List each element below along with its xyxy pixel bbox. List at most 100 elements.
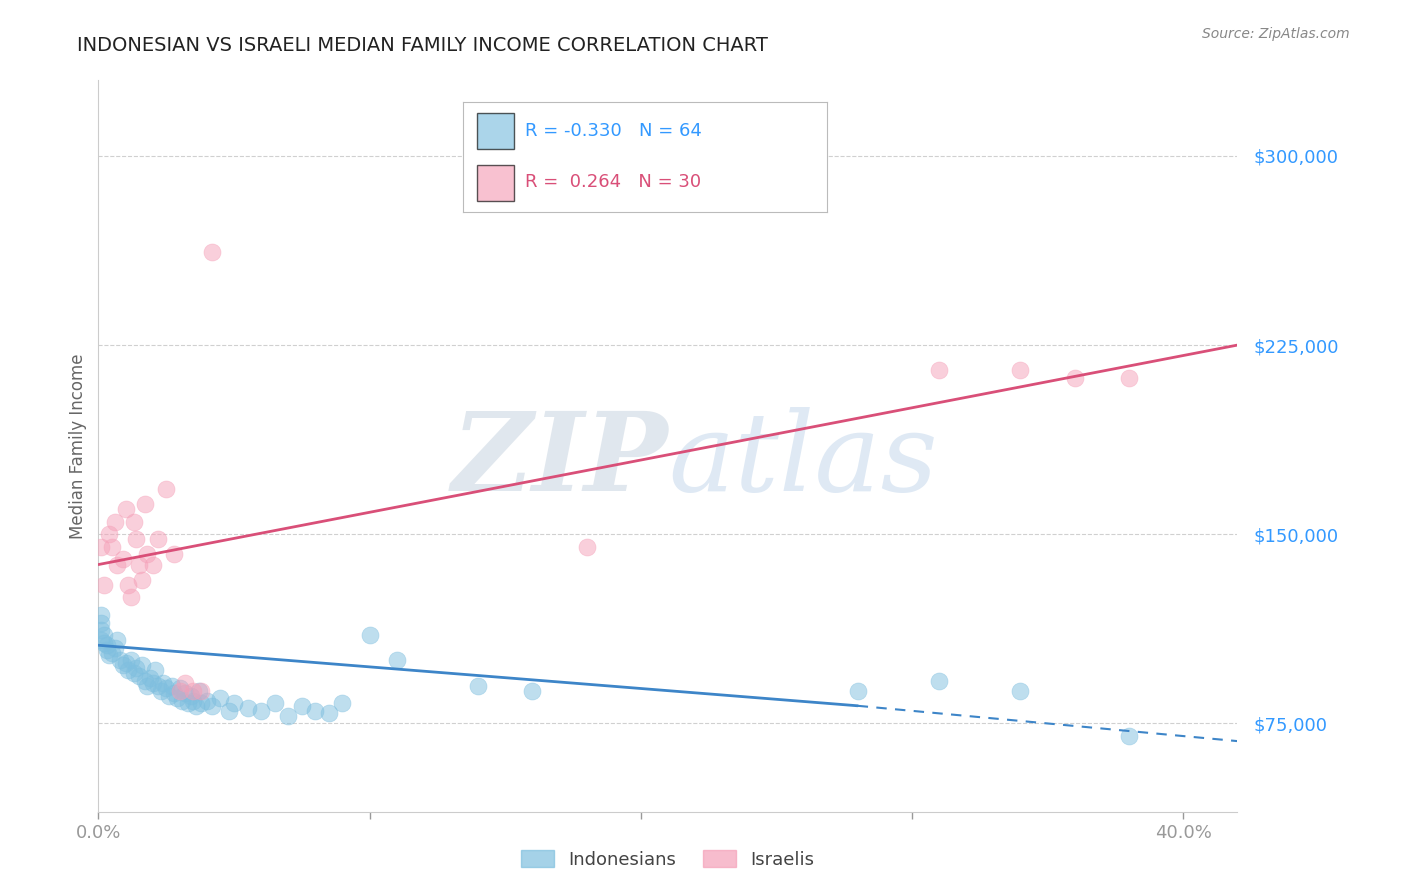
Point	[98, 527, 121, 541]
Point	[1010, 683, 1032, 698]
Point	[250, 704, 273, 718]
Text: Source: ZipAtlas.com: Source: ZipAtlas.com	[1202, 27, 1350, 41]
Point	[142, 558, 165, 572]
Point	[149, 683, 172, 698]
Point	[190, 696, 212, 710]
Point	[90, 540, 112, 554]
Point	[163, 686, 186, 700]
Point	[467, 679, 489, 693]
Point	[187, 683, 209, 698]
Point	[195, 694, 218, 708]
Point	[1063, 371, 1085, 385]
Point	[155, 482, 177, 496]
Point	[134, 497, 156, 511]
Point	[163, 548, 186, 562]
Point	[90, 633, 112, 648]
Point	[928, 363, 950, 377]
Point	[98, 648, 121, 663]
Point	[111, 552, 134, 566]
Point	[222, 696, 245, 710]
Text: INDONESIAN VS ISRAELI MEDIAN FAMILY INCOME CORRELATION CHART: INDONESIAN VS ISRAELI MEDIAN FAMILY INCO…	[77, 36, 768, 54]
Text: atlas: atlas	[668, 407, 938, 515]
Point	[201, 244, 224, 259]
Point	[1010, 363, 1032, 377]
Point	[332, 696, 354, 710]
Point	[318, 706, 340, 721]
Point	[114, 656, 136, 670]
Point	[385, 653, 408, 667]
Point	[174, 676, 197, 690]
Point	[201, 698, 224, 713]
Point	[120, 591, 142, 605]
Point	[104, 515, 127, 529]
Point	[90, 607, 112, 622]
Point	[93, 628, 115, 642]
Point	[522, 683, 544, 698]
Point	[136, 679, 159, 693]
Point	[183, 683, 205, 698]
Point	[125, 533, 148, 547]
Point	[145, 664, 167, 678]
Point	[96, 643, 118, 657]
Point	[128, 558, 150, 572]
Point	[93, 578, 115, 592]
Point	[1118, 371, 1140, 385]
Point	[146, 533, 169, 547]
Legend: Indonesians, Israelis: Indonesians, Israelis	[515, 843, 821, 876]
Point	[157, 689, 180, 703]
Point	[96, 638, 118, 652]
Point	[117, 578, 139, 592]
Text: ZIP: ZIP	[451, 407, 668, 515]
Point	[90, 615, 112, 630]
Point	[218, 704, 240, 718]
Point	[107, 633, 129, 648]
Point	[117, 664, 139, 678]
Point	[142, 676, 165, 690]
Point	[128, 668, 150, 682]
Point	[928, 673, 950, 688]
Point	[139, 671, 162, 685]
Point	[90, 623, 112, 637]
Point	[136, 548, 159, 562]
Point	[172, 694, 194, 708]
Point	[122, 665, 145, 680]
Point	[846, 683, 869, 698]
Point	[304, 704, 326, 718]
Point	[152, 676, 174, 690]
Point	[125, 661, 148, 675]
Y-axis label: Median Family Income: Median Family Income	[69, 353, 87, 539]
Point	[263, 696, 285, 710]
Point	[177, 696, 200, 710]
Point	[277, 709, 299, 723]
Point	[134, 673, 156, 688]
Point	[93, 636, 115, 650]
Point	[146, 679, 169, 693]
Point	[111, 658, 134, 673]
Point	[122, 515, 145, 529]
Point	[174, 686, 197, 700]
Point	[190, 683, 212, 698]
Point	[359, 628, 381, 642]
Point	[236, 701, 259, 715]
Point	[160, 679, 183, 693]
Point	[120, 653, 142, 667]
Point	[131, 573, 153, 587]
Point	[155, 681, 177, 695]
Point	[184, 698, 207, 713]
Point	[104, 640, 127, 655]
Point	[114, 502, 136, 516]
Point	[180, 689, 202, 703]
Point	[169, 683, 191, 698]
Point	[1118, 729, 1140, 743]
Point	[108, 653, 131, 667]
Point	[169, 681, 191, 695]
Point	[183, 694, 205, 708]
Point	[291, 698, 314, 713]
Point	[101, 646, 124, 660]
Point	[575, 540, 598, 554]
Point	[101, 540, 124, 554]
Point	[166, 691, 188, 706]
Point	[107, 558, 129, 572]
Point	[131, 658, 153, 673]
Point	[209, 691, 232, 706]
